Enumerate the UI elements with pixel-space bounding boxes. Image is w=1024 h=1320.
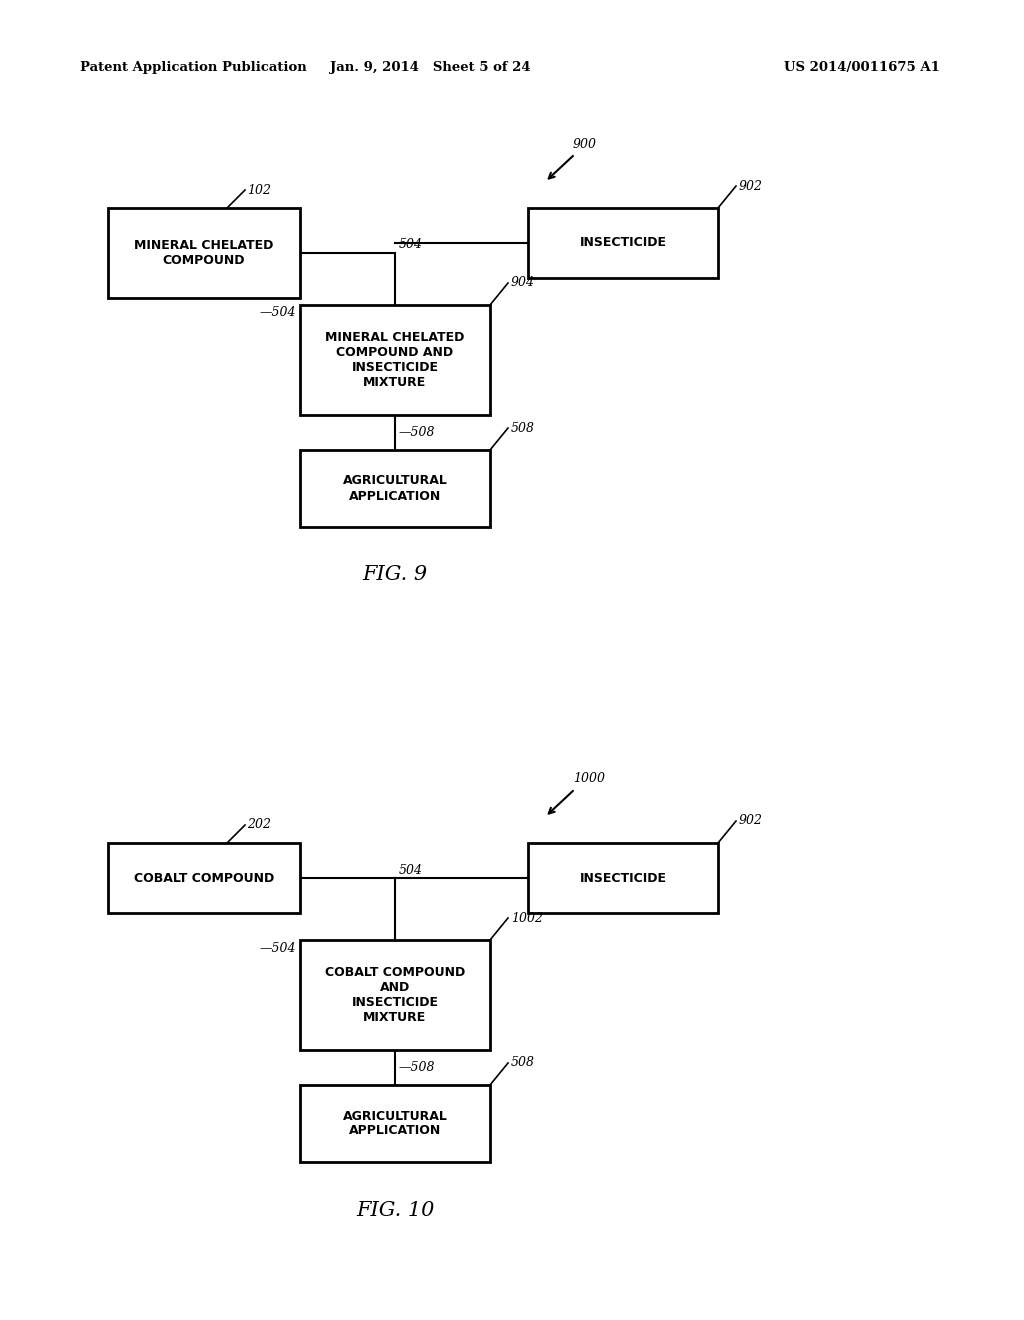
Text: —508: —508 [399,1061,435,1074]
Text: AGRICULTURAL
APPLICATION: AGRICULTURAL APPLICATION [343,474,447,503]
Text: AGRICULTURAL
APPLICATION: AGRICULTURAL APPLICATION [343,1110,447,1138]
Text: —508: —508 [399,426,435,440]
Text: 1000: 1000 [573,772,605,785]
Bar [108,209,300,298]
Text: 904: 904 [511,276,535,289]
Text: 1002: 1002 [511,912,543,924]
Bar [300,305,490,414]
Text: 508: 508 [511,421,535,434]
Text: 508: 508 [511,1056,535,1069]
Bar [528,843,718,913]
Text: 102: 102 [247,183,271,197]
Bar [300,1085,490,1162]
Bar [300,940,490,1049]
Text: 202: 202 [247,818,271,832]
Text: FIG. 9: FIG. 9 [362,565,428,585]
Bar [528,209,718,279]
Text: —504: —504 [259,306,296,319]
Text: COBALT COMPOUND
AND
INSECTICIDE
MIXTURE: COBALT COMPOUND AND INSECTICIDE MIXTURE [325,966,465,1024]
Text: 902: 902 [739,180,763,193]
Bar [108,843,300,913]
Text: 504: 504 [399,239,423,252]
Bar [300,450,490,527]
Text: US 2014/0011675 A1: US 2014/0011675 A1 [784,62,940,74]
Text: 504: 504 [399,863,423,876]
Text: 900: 900 [573,137,597,150]
Text: Patent Application Publication: Patent Application Publication [80,62,307,74]
Text: 902: 902 [739,814,763,828]
Text: MINERAL CHELATED
COMPOUND: MINERAL CHELATED COMPOUND [134,239,273,267]
Text: INSECTICIDE: INSECTICIDE [580,871,667,884]
Text: MINERAL CHELATED
COMPOUND AND
INSECTICIDE
MIXTURE: MINERAL CHELATED COMPOUND AND INSECTICID… [326,331,465,389]
Text: FIG. 10: FIG. 10 [355,1200,434,1220]
Text: COBALT COMPOUND: COBALT COMPOUND [134,871,274,884]
Text: Jan. 9, 2014   Sheet 5 of 24: Jan. 9, 2014 Sheet 5 of 24 [330,62,530,74]
Text: —504: —504 [259,941,296,954]
Text: INSECTICIDE: INSECTICIDE [580,236,667,249]
